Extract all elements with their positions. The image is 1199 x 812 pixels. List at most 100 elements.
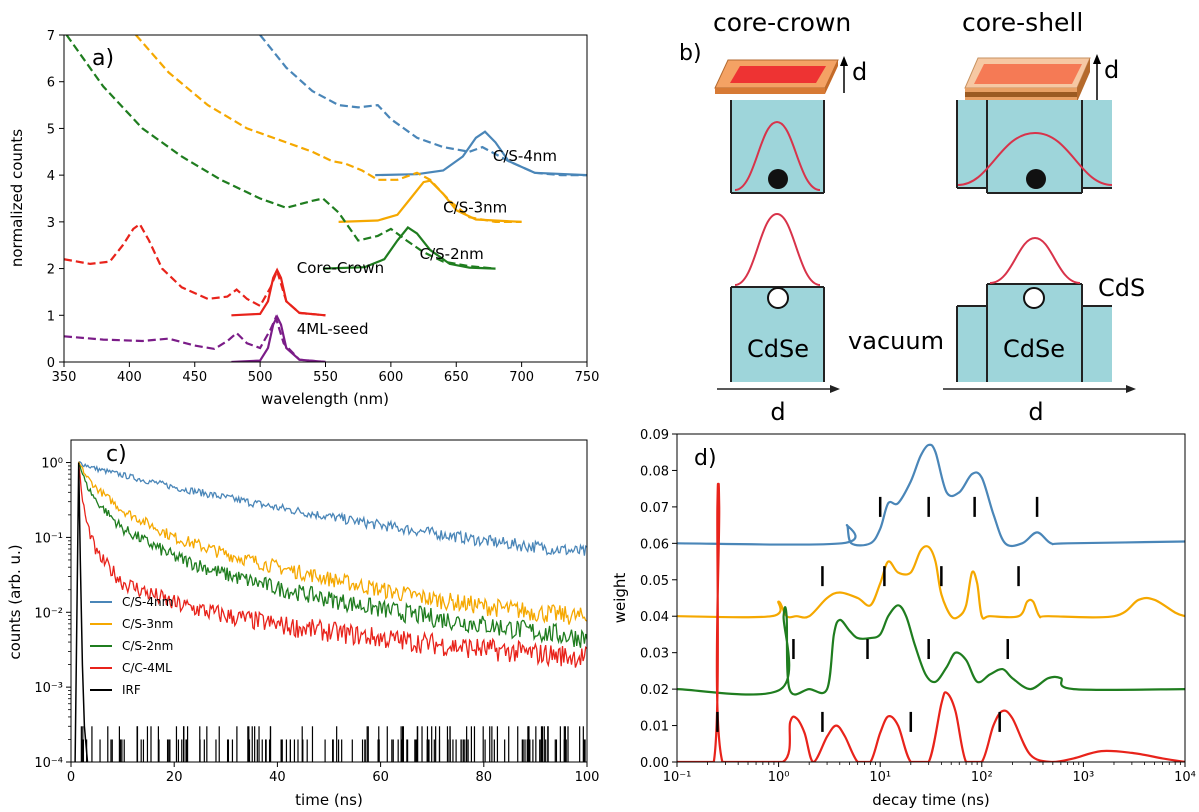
legend-label-c-s-4nm: C/S-4nm [122, 595, 173, 609]
core-crown-cdse-label: CdSe [747, 335, 809, 363]
x-tick-label: 650 [444, 370, 469, 385]
x-tick-label: 80 [476, 770, 493, 785]
panel-c-xlabel: time (ns) [295, 791, 363, 809]
core-shell-d-label: d [1104, 56, 1119, 84]
y-tick-label: 0.02 [640, 683, 669, 698]
panel-a: 350 400 450 500 550 600 650 700 750 0 1 2 3 4 5 6 7 wave… [8, 29, 599, 408]
x-tick-label: 20 [166, 770, 183, 785]
x-tick-label: 550 [313, 370, 338, 385]
panel-c-legend: C/S-4nm C/S-3nm C/S-2nm C/C-4ML IRF [90, 595, 173, 697]
legend-label-irf: IRF [122, 683, 141, 697]
x-tick-label: 10³ [1073, 770, 1095, 785]
panel-a-letter: a) [92, 46, 114, 71]
curve-label-4ml-seed: 4ML-seed [297, 320, 369, 338]
curve-label-c-s-3nm: C/S-3nm [443, 199, 507, 217]
core-crown-hole-well: CdSe [730, 212, 825, 382]
x-tick-label: 40 [269, 770, 286, 785]
series-c-c-4ml [677, 482, 1185, 762]
y-tick-label: 3 [47, 216, 55, 231]
core-crown-thickness-arrow [840, 56, 848, 93]
x-tick-label: 750 [575, 370, 600, 385]
panel-c-ylabel: counts (arb. u.) [6, 544, 24, 659]
y-tick-label: 0.09 [640, 428, 669, 443]
curve-label-core-crown: Core-Crown [297, 259, 384, 277]
core-crown-d-label: d [852, 58, 867, 86]
x-tick-label: 450 [182, 370, 207, 385]
series-c-s-4nm [78, 460, 587, 556]
series-c-s-3nm [78, 461, 587, 625]
panel-d: 10⁻¹ 10⁰ 10¹ 10² 10³ 10⁴ 0.00 0.01 0.02 0.03 0.04 0… [611, 428, 1196, 809]
core-shell-electron-well [956, 100, 1113, 194]
legend-label-c-s-2nm: C/S-2nm [122, 639, 173, 653]
y-tick-label: 0.08 [640, 464, 669, 479]
electron-icon [1026, 169, 1046, 189]
x-tick-label: 10² [971, 770, 993, 785]
series-c-s-3nm-absorption [135, 35, 522, 223]
irf-noise [80, 726, 586, 762]
y-tick-label: 0.06 [640, 537, 669, 552]
curve-label-c-s-4nm: C/S-4nm [493, 147, 557, 165]
y-tick-label: 7 [47, 29, 55, 44]
hole-icon [1023, 287, 1045, 309]
panel-a-xlabel: wavelength (nm) [261, 390, 389, 408]
x-tick-label: 400 [117, 370, 142, 385]
series-core-crown-emission [231, 267, 326, 317]
y-tick-label: 0.04 [640, 610, 669, 625]
series-c-s-2nm-emission [322, 226, 496, 270]
y-tick-label: 6 [47, 76, 55, 91]
legend-label-c-s-3nm: C/S-3nm [122, 617, 173, 631]
panel-d-xlabel: decay time (ns) [872, 791, 990, 809]
x-tick-label: 10⁴ [1174, 770, 1196, 785]
legend-label-c-c-4ml: C/C-4ML [122, 661, 172, 675]
series-c-s-2nm [78, 464, 587, 648]
series-4ml-seed-absorption [64, 314, 326, 362]
core-shell-d-axis [943, 385, 1136, 393]
panel-b-letter: b) [679, 41, 702, 66]
y-tick-label: 5 [47, 122, 55, 137]
panel-a-ylabel: normalized counts [8, 129, 26, 267]
core-shell-title: core-shell [962, 8, 1083, 37]
y-tick-label: 10⁻¹ [34, 531, 63, 546]
hole-icon [767, 287, 789, 309]
series-c-s-3nm-emission [338, 179, 522, 223]
x-tick-label: 60 [372, 770, 389, 785]
curve-label-c-s-2nm: C/S-2nm [420, 245, 484, 263]
y-tick-label: 10⁻³ [34, 681, 63, 696]
series-core-crown-absorption [64, 222, 326, 317]
series-4ml-seed-emission [231, 314, 326, 362]
core-shell-d-axis-label: d [1028, 398, 1043, 426]
y-tick-label: 10⁰ [41, 457, 63, 472]
x-tick-label: 10⁻¹ [663, 770, 692, 785]
y-tick-label: 0.07 [640, 501, 669, 516]
core-shell-thickness-arrow [1093, 54, 1101, 102]
y-tick-label: 10⁻⁴ [34, 756, 63, 771]
x-tick-label: 10¹ [869, 770, 891, 785]
electron-icon [768, 169, 788, 189]
series-irf [74, 462, 89, 762]
core-crown-title: core-crown [713, 8, 851, 37]
x-tick-label: 0 [67, 770, 75, 785]
x-tick-label: 700 [509, 370, 534, 385]
x-tick-label: 10⁰ [768, 770, 790, 785]
y-tick-label: 4 [47, 169, 55, 184]
core-crown-electron-well [730, 100, 825, 194]
x-tick-label: 500 [248, 370, 273, 385]
series-c-s-4nm-emission [375, 130, 587, 177]
core-crown-d-axis [717, 385, 840, 393]
series-c-s-2nm [677, 604, 1185, 696]
x-tick-label: 600 [378, 370, 403, 385]
panel-b: b) core-crown core-shell d d [679, 8, 1145, 426]
panel-d-letter: d) [694, 446, 717, 471]
y-tick-label: 0.01 [640, 720, 669, 735]
series-c-s-3nm [677, 545, 1185, 620]
series-c-s-2nm-absorption [65, 35, 496, 270]
panel-c-letter: c) [106, 442, 127, 467]
cds-label: CdS [1098, 274, 1145, 302]
x-tick-label: 350 [52, 370, 77, 385]
y-tick-label: 1 [47, 309, 55, 324]
series-c-s-4nm [677, 443, 1185, 548]
core-shell-platelet-icon [964, 57, 1091, 102]
y-tick-label: 2 [47, 263, 55, 278]
y-tick-label: 0.03 [640, 647, 669, 662]
